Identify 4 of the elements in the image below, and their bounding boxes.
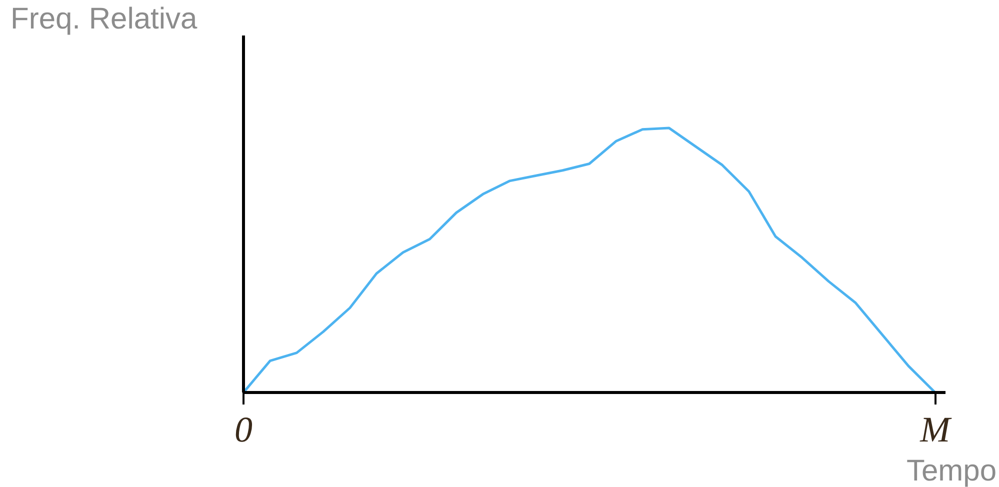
y-axis-title: Freq. Relativa <box>10 2 198 36</box>
x-axis-title: Tempo <box>906 454 997 487</box>
x-tick-label: 0 <box>234 410 252 450</box>
x-tick-label: M <box>919 410 952 450</box>
